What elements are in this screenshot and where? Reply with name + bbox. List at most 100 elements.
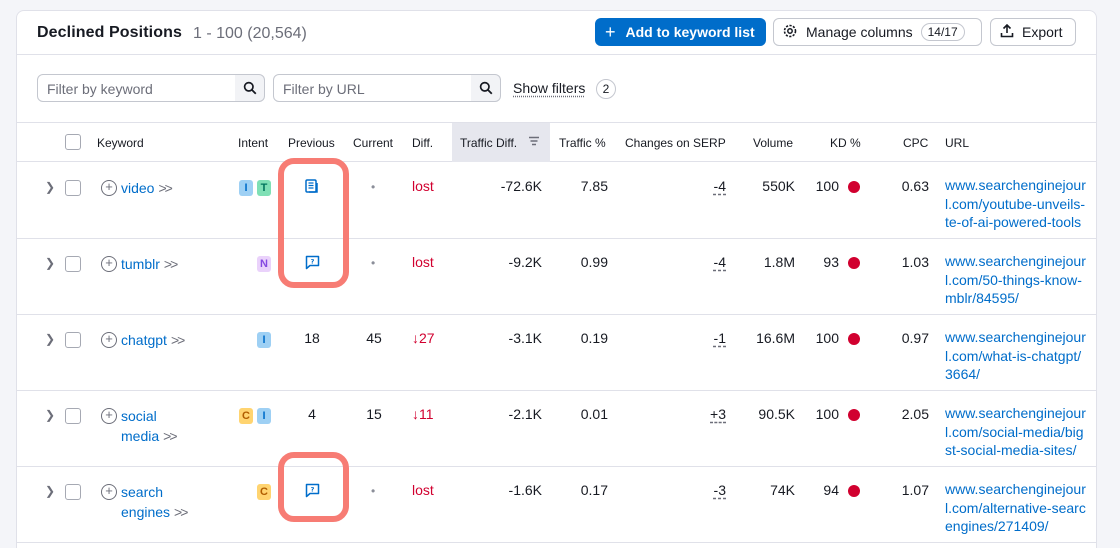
row-checkbox[interactable] (65, 408, 81, 424)
expand-row-chevron-icon[interactable]: ❯ (45, 256, 55, 270)
table-row: ❯ + tumblr >> N? • lost -9.2K 0.99 -4 1.8M 93 1.03 ww… (17, 239, 1096, 315)
keyword-link[interactable]: social media >> (121, 406, 221, 446)
col-traffic-pct[interactable]: Traffic % (559, 136, 606, 150)
select-all-checkbox[interactable] (65, 134, 81, 150)
export-button[interactable]: Export (990, 18, 1076, 46)
col-keyword[interactable]: Keyword (97, 136, 144, 150)
add-keyword-icon[interactable]: + (101, 256, 117, 272)
col-cpc[interactable]: CPC (903, 136, 928, 150)
intent-badge: N (257, 256, 271, 272)
highlight-annotation (278, 452, 349, 522)
keyword-details-icon[interactable]: >> (158, 180, 170, 196)
keyword-details-icon[interactable]: >> (171, 332, 183, 348)
keyword-filter-input[interactable]: Filter by keyword (37, 74, 236, 102)
expand-row-chevron-icon[interactable]: ❯ (45, 484, 55, 498)
url-line[interactable]: l.com/what-is-chatgpt/ (945, 347, 1097, 366)
col-kd[interactable]: KD % (830, 136, 861, 150)
col-changes-on-serp[interactable]: Changes on SERP (625, 136, 726, 150)
volume: 74K (737, 482, 795, 498)
url-line[interactable]: l.com/50-things-know- (945, 271, 1097, 290)
expand-row-chevron-icon[interactable]: ❯ (45, 180, 55, 194)
keyword-text[interactable]: chatgpt (121, 332, 167, 348)
url-link[interactable]: www.searchenginejour l.com/social-media/b… (945, 404, 1097, 460)
keyword-details-icon[interactable]: >> (163, 428, 175, 444)
traffic-pct: 0.17 (557, 482, 608, 498)
intent-badge: I (257, 332, 271, 348)
keyword-link[interactable]: video >> (121, 178, 221, 198)
keyword-text-line2[interactable]: media (121, 428, 159, 444)
url-line[interactable]: st-social-media-sites/ (945, 441, 1097, 460)
row-checkbox[interactable] (65, 180, 81, 196)
url-line[interactable]: www.searchenginejour (945, 328, 1097, 347)
serp-change[interactable]: -4 (697, 254, 726, 270)
keyword-details-icon[interactable]: >> (164, 256, 176, 272)
add-keyword-icon[interactable]: + (101, 180, 117, 196)
url-line[interactable]: l.com/alternative-searc (945, 499, 1097, 518)
keyword-link[interactable]: search engines >> (121, 482, 221, 522)
url-link[interactable]: www.searchenginejour l.com/50-things-know… (945, 252, 1097, 308)
col-current[interactable]: Current (353, 136, 393, 150)
keyword-text[interactable]: tumblr (121, 256, 160, 272)
row-checkbox[interactable] (65, 256, 81, 272)
url-line[interactable]: te-of-ai-powered-tools (945, 213, 1097, 232)
url-line[interactable]: l.com/youtube-unveils- (945, 195, 1097, 214)
cpc: 1.03 (889, 254, 929, 270)
kd-value: 100 (807, 178, 839, 194)
url-line[interactable]: l.com/social-media/big (945, 423, 1097, 442)
add-keyword-icon[interactable]: + (101, 408, 117, 424)
expand-row-chevron-icon[interactable]: ❯ (45, 408, 55, 422)
keyword-link[interactable]: chatgpt >> (121, 330, 221, 350)
traffic-diff: -2.1K (472, 406, 542, 422)
url-search-button[interactable] (471, 74, 501, 102)
row-checkbox[interactable] (65, 332, 81, 348)
add-keyword-icon[interactable]: + (101, 332, 117, 348)
col-intent[interactable]: Intent (238, 136, 268, 150)
show-filters-link[interactable]: Show filters (513, 80, 585, 96)
diff-number: 11 (419, 406, 434, 422)
table-header: Keyword Intent Previous Current Diff. Tr… (17, 122, 1096, 162)
declined-positions-panel: Declined Positions 1 - 100 (20,564) + Ad… (16, 10, 1097, 548)
serp-change[interactable]: -4 (697, 178, 726, 194)
keyword-link[interactable]: tumblr >> (121, 254, 221, 274)
add-to-keyword-list-button[interactable]: + Add to keyword list (595, 18, 766, 46)
arrow-down-icon: ↓ (412, 330, 419, 346)
keyword-text-line2[interactable]: engines (121, 504, 170, 520)
expand-row-chevron-icon[interactable]: ❯ (45, 332, 55, 346)
serp-change[interactable]: -3 (697, 482, 726, 498)
keyword-text[interactable]: video (121, 180, 154, 196)
col-traffic-diff[interactable]: Traffic Diff. (460, 136, 517, 150)
keyword-search-button[interactable] (235, 74, 265, 102)
url-line[interactable]: www.searchenginejour (945, 480, 1097, 499)
url-line[interactable]: engines/271409/ (945, 517, 1097, 536)
col-volume[interactable]: Volume (753, 136, 793, 150)
url-line[interactable]: www.searchenginejour (945, 176, 1097, 195)
result-range: 1 - 100 (20,564) (193, 25, 307, 43)
export-label: Export (1022, 24, 1062, 40)
keyword-text[interactable]: social (121, 408, 157, 424)
add-keyword-icon[interactable]: + (101, 484, 117, 500)
serp-change[interactable]: -1 (697, 330, 726, 346)
table-row: ❯ + social media >> C I 4 15 ↓11 -2.1K 0.01 +3 90.5K 1… (17, 391, 1096, 467)
url-line[interactable]: www.searchenginejour (945, 404, 1097, 423)
sort-desc-icon[interactable] (528, 135, 540, 150)
keyword-details-icon[interactable]: >> (174, 504, 186, 520)
volume: 1.8M (737, 254, 795, 270)
col-diff[interactable]: Diff. (412, 136, 433, 150)
url-line[interactable]: 3664/ (945, 365, 1097, 384)
cpc: 0.63 (889, 178, 929, 194)
url-filter-input[interactable]: Filter by URL (273, 74, 472, 102)
url-link[interactable]: www.searchenginejour l.com/youtube-unveil… (945, 176, 1097, 232)
url-line[interactable]: mblr/84595/ (945, 289, 1097, 308)
url-link[interactable]: www.searchenginejour l.com/what-is-chatgp… (945, 328, 1097, 384)
current-position: 45 (358, 330, 390, 346)
col-url[interactable]: URL (945, 136, 969, 150)
url-link[interactable]: www.searchenginejour l.com/alternative-se… (945, 480, 1097, 536)
manage-columns-button[interactable]: Manage columns 14/17 (773, 18, 982, 46)
row-checkbox[interactable] (65, 484, 81, 500)
intent-badge: C (239, 408, 253, 424)
keyword-text[interactable]: search (121, 484, 163, 500)
col-previous[interactable]: Previous (288, 136, 335, 150)
url-line[interactable]: www.searchenginejour (945, 252, 1097, 271)
traffic-pct: 0.01 (557, 406, 608, 422)
serp-change[interactable]: +3 (697, 406, 726, 422)
